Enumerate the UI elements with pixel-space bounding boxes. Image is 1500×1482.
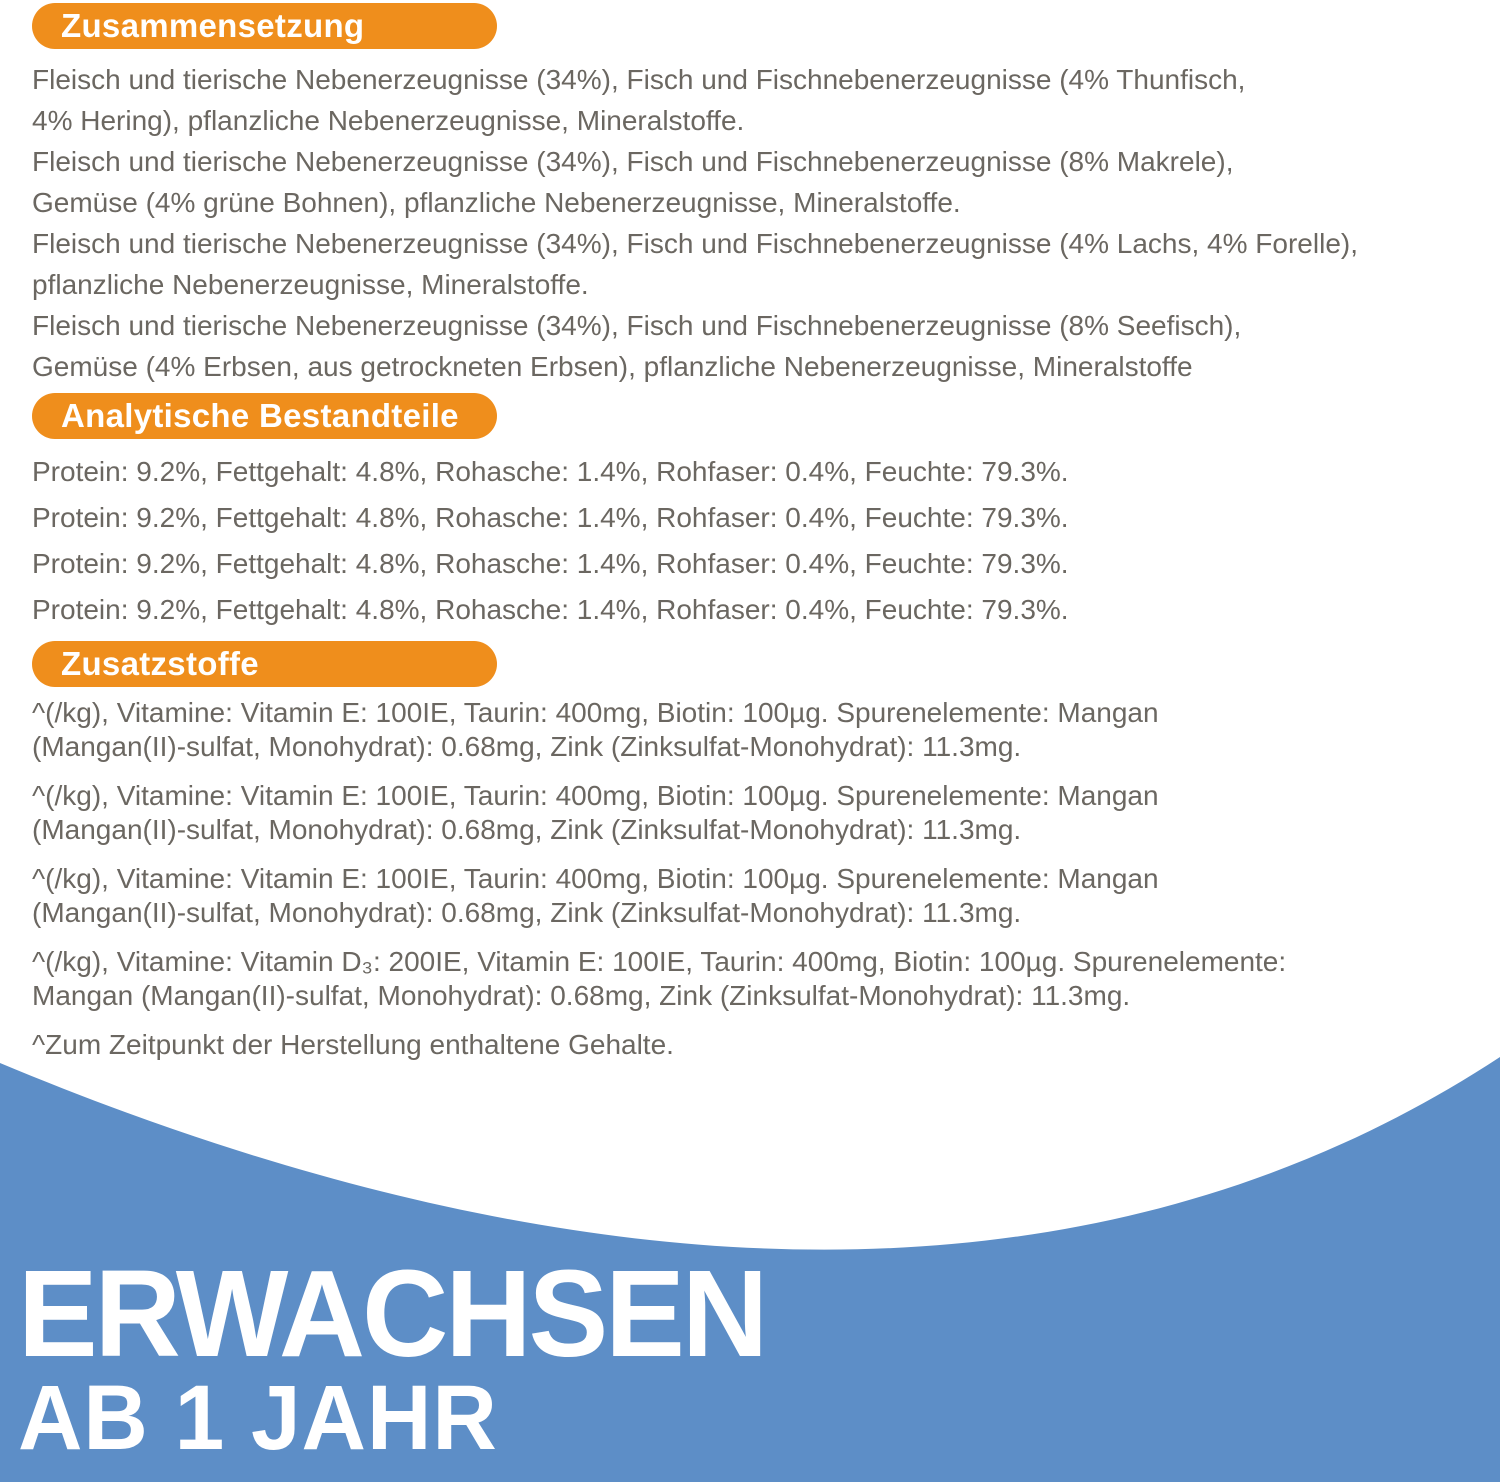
text-line: Fleisch und tierische Nebenerzeugnisse (… [32, 310, 1242, 341]
body-paragraph: Protein: 9.2%, Fettgehalt: 4.8%, Rohasch… [32, 541, 1470, 587]
text-line: pflanzliche Nebenerzeugnisse, Mineralsto… [32, 269, 589, 300]
section-additives: Zusatzstoffe ^(/kg), Vitamine: Vitamin E… [32, 641, 1470, 1013]
text-line: Mangan (Mangan(II)-sulfat, Monohydrat): … [32, 980, 1131, 1011]
body-paragraph: ^(/kg), Vitamine: Vitamin E: 100IE, Taur… [32, 779, 1470, 847]
section-body-composition: Fleisch und tierische Nebenerzeugnisse (… [32, 59, 1470, 387]
section-heading-pill-analytical: Analytische Bestandteile [32, 393, 497, 439]
text-line: (Mangan(II)-sulfat, Monohydrat): 0.68mg,… [32, 814, 1022, 845]
text-line: Fleisch und tierische Nebenerzeugnisse (… [32, 64, 1246, 95]
text-line: ^(/kg), Vitamine: Vitamin E: 100IE, Taur… [32, 863, 1159, 894]
body-paragraph: Fleisch und tierische Nebenerzeugnisse (… [32, 59, 1470, 141]
body-paragraph: ^(/kg), Vitamine: Vitamin E: 100IE, Taur… [32, 696, 1470, 764]
section-body-analytical: Protein: 9.2%, Fettgehalt: 4.8%, Rohasch… [32, 449, 1470, 633]
banner-subtitle: AB 1 JAHR [18, 1367, 498, 1469]
text-line: Fleisch und tierische Nebenerzeugnisse (… [32, 228, 1358, 259]
body-paragraph: Protein: 9.2%, Fettgehalt: 4.8%, Rohasch… [32, 587, 1470, 633]
body-paragraph: Protein: 9.2%, Fettgehalt: 4.8%, Rohasch… [32, 495, 1470, 541]
banner-title: ERWACHSEN [18, 1246, 768, 1383]
text-line: Fleisch und tierische Nebenerzeugnisse (… [32, 146, 1234, 177]
text-line: Protein: 9.2%, Fettgehalt: 4.8%, Rohasch… [32, 594, 1069, 625]
text-line: ^(/kg), Vitamine: Vitamin D₃: 200IE, Vit… [32, 946, 1287, 977]
text-line: ^(/kg), Vitamine: Vitamin E: 100IE, Taur… [32, 697, 1159, 728]
text-line: Protein: 9.2%, Fettgehalt: 4.8%, Rohasch… [32, 502, 1069, 533]
section-analytical-components: Analytische Bestandteile Protein: 9.2%, … [32, 393, 1470, 633]
bottom-banner [0, 1055, 1500, 1482]
text-line: (Mangan(II)-sulfat, Monohydrat): 0.68mg,… [32, 731, 1022, 762]
section-body-additives: ^(/kg), Vitamine: Vitamin E: 100IE, Taur… [32, 696, 1470, 1013]
body-paragraph: ^(/kg), Vitamine: Vitamin E: 100IE, Taur… [32, 862, 1470, 930]
body-paragraph: Protein: 9.2%, Fettgehalt: 4.8%, Rohasch… [32, 449, 1470, 495]
body-paragraph: Fleisch und tierische Nebenerzeugnisse (… [32, 223, 1470, 305]
text-line: Gemüse (4% grüne Bohnen), pflanzliche Ne… [32, 187, 961, 218]
text-line: Protein: 9.2%, Fettgehalt: 4.8%, Rohasch… [32, 456, 1069, 487]
body-paragraph: Fleisch und tierische Nebenerzeugnisse (… [32, 141, 1470, 223]
section-heading-pill-additives: Zusatzstoffe [32, 641, 497, 687]
text-line: ^(/kg), Vitamine: Vitamin E: 100IE, Taur… [32, 780, 1159, 811]
text-line: (Mangan(II)-sulfat, Monohydrat): 0.68mg,… [32, 897, 1022, 928]
wave-shape [0, 1057, 1500, 1482]
text-line: Gemüse (4% Erbsen, aus getrockneten Erbs… [32, 351, 1193, 382]
section-composition: Zusammensetzung Fleisch und tierische Ne… [32, 3, 1470, 387]
text-line: Protein: 9.2%, Fettgehalt: 4.8%, Rohasch… [32, 548, 1069, 579]
text-line: 4% Hering), pflanzliche Nebenerzeugnisse… [32, 105, 745, 136]
footnote: ^Zum Zeitpunkt der Herstellung enthalten… [32, 1029, 674, 1060]
label-content: Zusammensetzung Fleisch und tierische Ne… [32, 3, 1470, 1060]
section-heading-pill-composition: Zusammensetzung [32, 3, 497, 49]
body-paragraph: Fleisch und tierische Nebenerzeugnisse (… [32, 305, 1470, 387]
body-paragraph: ^(/kg), Vitamine: Vitamin D₃: 200IE, Vit… [32, 945, 1470, 1013]
